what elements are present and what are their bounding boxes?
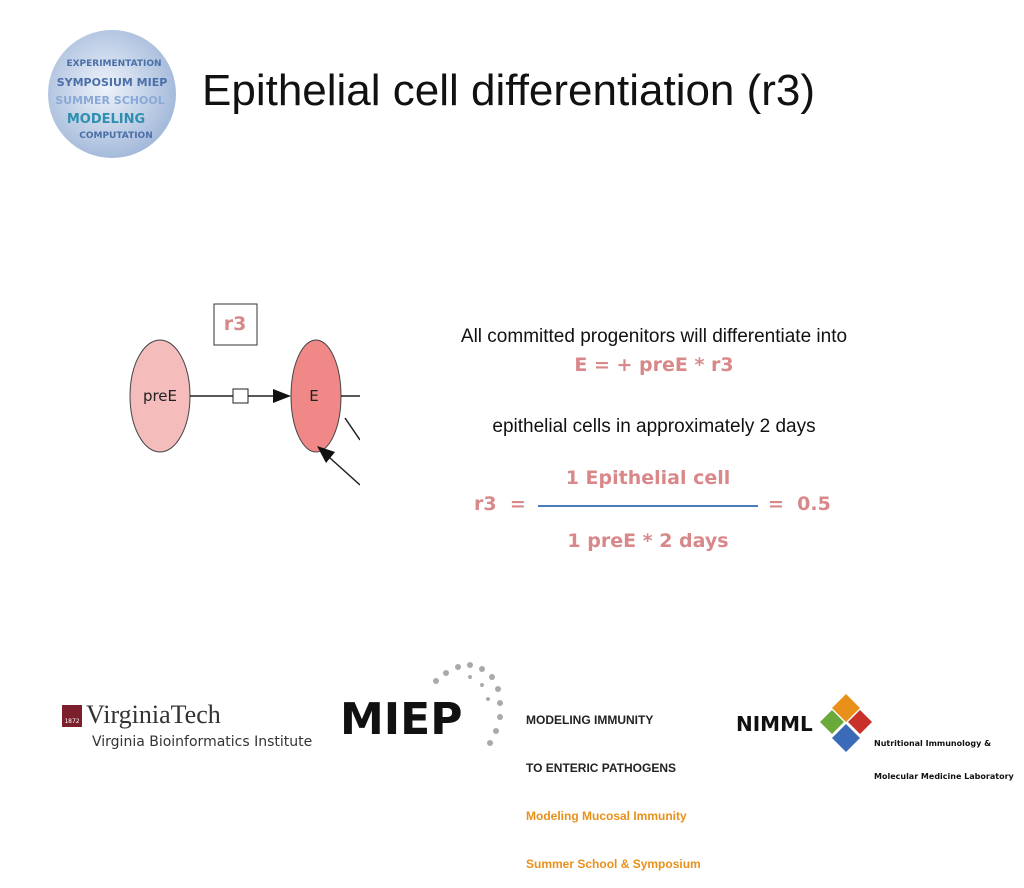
fraction-result: = 0.5: [768, 493, 831, 515]
description-line: epithelial cells in approximately 2 days: [492, 416, 816, 437]
arrow-head: [317, 446, 335, 463]
reaction-box: [213, 303, 258, 346]
node-label: E: [309, 387, 318, 405]
slide: EXPERIMENTATION SYMPOSIUM MIEP SUMMER SC…: [48, 30, 1014, 871]
numerator: 1 Epithelial cell: [565, 467, 731, 489]
vt-name: VirginiaTech: [86, 700, 221, 729]
reaction-diagram: r3 preE E: [129, 303, 360, 486]
globe-logo: EXPERIMENTATION SYMPOSIUM MIEP SUMMER SC…: [48, 30, 176, 158]
fraction-lhs: r3 =: [474, 493, 526, 515]
reaction-label: r3: [224, 313, 247, 335]
miep-text: MODELING IMMUNITY TO ENTERIC PATHOGENS M…: [526, 680, 701, 888]
miep-line: MODELING IMMUNITY: [526, 713, 654, 727]
description: All committed progenitors will different…: [380, 262, 928, 472]
logo-word: COMPUTATION: [79, 131, 153, 141]
logo-word: SUMMER SCHOOL: [55, 94, 164, 107]
process-node: [232, 388, 249, 404]
denominator: 1 preE * 2 days: [567, 530, 729, 552]
logo-word: EXPERIMENTATION: [66, 59, 161, 69]
nimml-line: Nutritional Immunology &: [874, 739, 992, 748]
description-line: All committed progenitors will different…: [460, 326, 848, 347]
vt-institute: Virginia Bioinformatics Institute: [92, 734, 313, 750]
globe: [48, 30, 176, 158]
miep-dots: [433, 662, 503, 746]
fraction-bar: [538, 505, 758, 507]
miep-line: Summer School & Symposium: [526, 857, 701, 871]
miep-line: Modeling Mucosal Immunity: [526, 809, 687, 823]
slide-title: Epithelial cell differentiation (r3): [202, 66, 816, 115]
nimml-icon: [820, 694, 872, 752]
arrow-head: [273, 389, 291, 403]
node-label: preE: [143, 387, 177, 405]
nimml-line: Molecular Medicine Laboratory: [874, 772, 1014, 781]
nimml-acronym: NIMML: [736, 712, 813, 736]
equation: E = + preE * r3: [574, 354, 734, 376]
vt-shield: 1872: [62, 705, 82, 727]
miep-line: TO ENTERIC PATHOGENS: [526, 761, 677, 775]
logo-word: MODELING: [67, 112, 145, 127]
miep-acronym: MIEP: [340, 694, 463, 745]
nimml-text: Nutritional Immunology & Molecular Medic…: [874, 716, 1014, 793]
logo-word: SYMPOSIUM MIEP: [57, 76, 168, 89]
